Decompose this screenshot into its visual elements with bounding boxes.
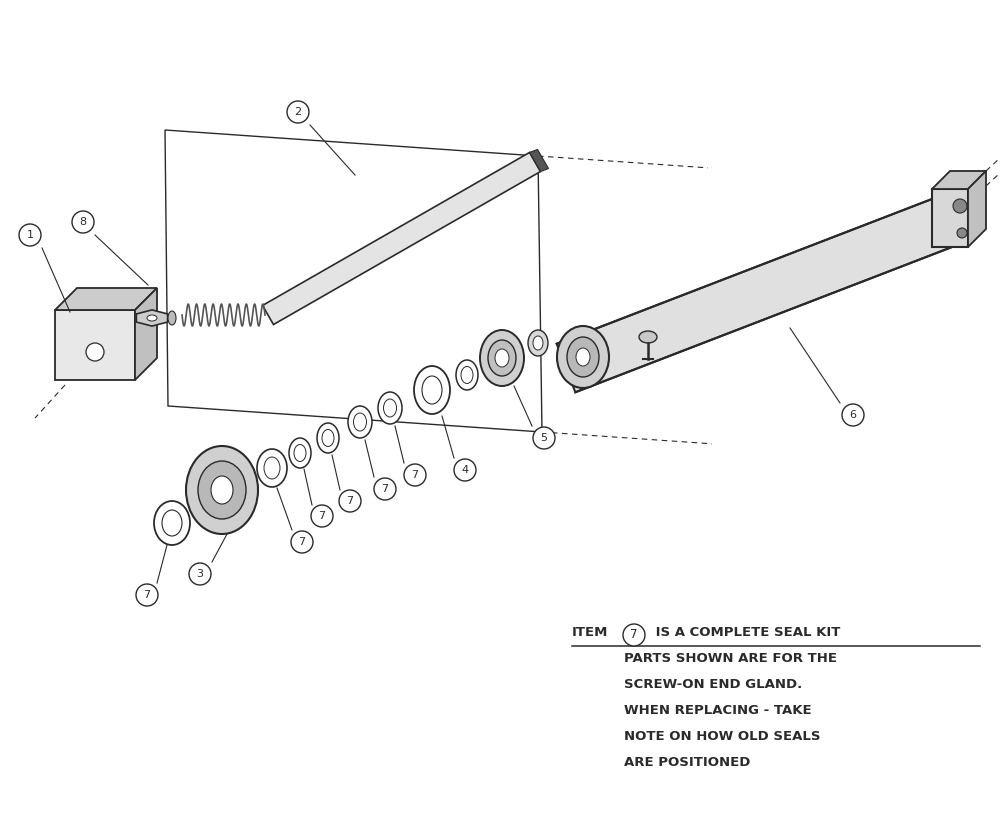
Ellipse shape (557, 326, 609, 388)
Ellipse shape (289, 438, 311, 468)
Circle shape (953, 199, 967, 213)
Polygon shape (530, 149, 548, 171)
Ellipse shape (348, 406, 372, 438)
Text: NOTE ON HOW OLD SEALS: NOTE ON HOW OLD SEALS (624, 730, 820, 743)
Text: 7: 7 (630, 629, 638, 642)
Polygon shape (932, 189, 968, 247)
Text: IS A COMPLETE SEAL KIT: IS A COMPLETE SEAL KIT (651, 626, 840, 639)
Ellipse shape (528, 330, 548, 356)
Text: 7: 7 (143, 590, 151, 600)
Circle shape (311, 505, 333, 527)
Text: 7: 7 (298, 537, 306, 547)
Text: 7: 7 (381, 484, 389, 494)
Ellipse shape (422, 376, 442, 404)
Polygon shape (165, 130, 542, 432)
Polygon shape (135, 288, 157, 380)
Circle shape (189, 563, 211, 585)
Ellipse shape (384, 399, 396, 417)
Circle shape (136, 584, 158, 606)
Ellipse shape (576, 348, 590, 366)
Ellipse shape (257, 449, 287, 487)
Text: 2: 2 (294, 107, 302, 117)
Ellipse shape (322, 429, 334, 447)
Polygon shape (136, 310, 168, 326)
Text: 4: 4 (461, 465, 469, 475)
Polygon shape (55, 288, 157, 310)
Text: ITEM: ITEM (572, 626, 608, 639)
Polygon shape (932, 171, 986, 189)
Text: 1: 1 (26, 230, 34, 240)
Text: ARE POSITIONED: ARE POSITIONED (624, 756, 750, 769)
Polygon shape (557, 194, 964, 392)
Text: 6: 6 (850, 410, 856, 420)
Ellipse shape (186, 446, 258, 534)
Ellipse shape (294, 444, 306, 461)
Text: 7: 7 (346, 496, 354, 506)
Text: 7: 7 (318, 511, 326, 521)
Ellipse shape (168, 311, 176, 325)
Circle shape (72, 211, 94, 233)
Circle shape (533, 427, 555, 449)
Circle shape (623, 624, 645, 646)
Circle shape (842, 404, 864, 426)
Circle shape (374, 478, 396, 500)
Circle shape (339, 490, 361, 512)
Ellipse shape (456, 360, 478, 390)
Circle shape (86, 343, 104, 361)
Text: SCREW-ON END GLAND.: SCREW-ON END GLAND. (624, 678, 802, 691)
Text: PARTS SHOWN ARE FOR THE: PARTS SHOWN ARE FOR THE (624, 652, 837, 665)
Text: 7: 7 (411, 470, 419, 480)
Text: 8: 8 (79, 217, 87, 227)
Ellipse shape (639, 331, 657, 343)
Ellipse shape (488, 340, 516, 376)
Ellipse shape (480, 330, 524, 386)
Ellipse shape (533, 336, 543, 350)
Polygon shape (55, 310, 135, 380)
Text: 5: 5 (540, 433, 548, 443)
Ellipse shape (461, 367, 473, 383)
Polygon shape (968, 171, 986, 247)
Circle shape (287, 101, 309, 123)
Ellipse shape (154, 501, 190, 545)
Ellipse shape (378, 392, 402, 424)
Ellipse shape (567, 337, 599, 377)
Ellipse shape (147, 315, 157, 321)
Text: 3: 3 (196, 569, 204, 579)
Circle shape (454, 459, 476, 481)
Ellipse shape (264, 457, 280, 479)
Ellipse shape (414, 366, 450, 414)
Circle shape (957, 228, 967, 238)
Circle shape (19, 224, 41, 246)
Circle shape (404, 464, 426, 486)
Ellipse shape (162, 510, 182, 536)
Ellipse shape (211, 476, 233, 504)
Text: WHEN REPLACING - TAKE: WHEN REPLACING - TAKE (624, 704, 812, 717)
Circle shape (291, 531, 313, 553)
Ellipse shape (495, 349, 509, 367)
Ellipse shape (198, 461, 246, 519)
Ellipse shape (354, 413, 366, 431)
Polygon shape (263, 152, 540, 325)
Ellipse shape (317, 423, 339, 453)
